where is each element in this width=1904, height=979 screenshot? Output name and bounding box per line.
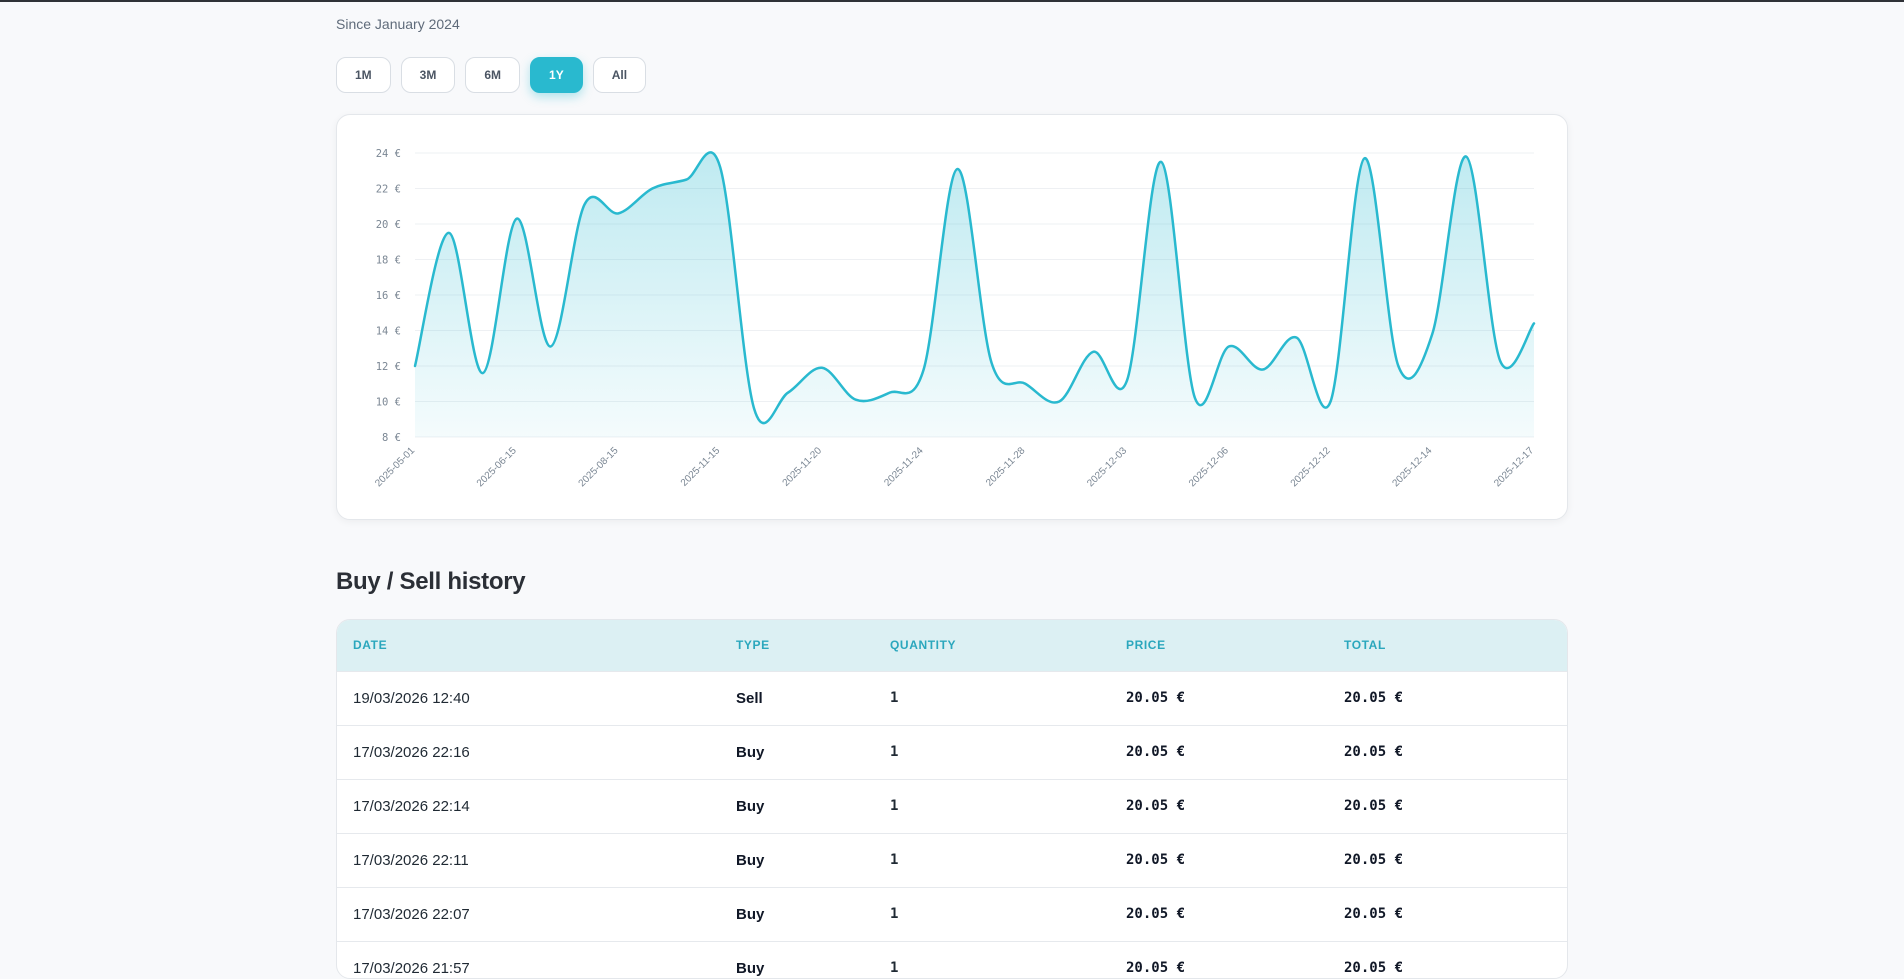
cell-quantity: 1: [890, 744, 899, 760]
x-tick-label: 2025-12-14: [1390, 445, 1434, 489]
y-tick-label: 16 €: [376, 290, 401, 302]
table-row: 17/03/2026 21:57 Buy 1 20.05 € 20.05 €: [337, 941, 1567, 978]
x-tick-label: 2025-06-15: [475, 445, 519, 489]
table-row: 17/03/2026 22:16 Buy 1 20.05 € 20.05 €: [337, 725, 1567, 779]
range-all-button[interactable]: All: [592, 57, 647, 93]
history-table-card: DATE TYPE QUANTITY PRICE TOTAL 19/03/202…: [336, 619, 1568, 979]
cell-date: 17/03/2026 22:07: [353, 905, 470, 923]
y-tick-label: 14 €: [376, 326, 401, 338]
y-tick-label: 12 €: [376, 361, 401, 373]
cell-total: 20.05 €: [1344, 744, 1404, 760]
cell-quantity: 1: [890, 960, 899, 977]
price-chart-card: 8 € 10 € 12 € 14 € 16 € 18 € 20 € 22 € 24 € 2025-…: [336, 114, 1568, 520]
cell-quantity: 1: [890, 852, 899, 868]
table-row: 17/03/2026 22:07 Buy 1 20.05 € 20.05 €: [337, 887, 1567, 941]
cell-type: Sell: [736, 689, 763, 707]
range-6m-button[interactable]: 6M: [465, 57, 521, 93]
cell-total: 20.05 €: [1344, 690, 1404, 706]
cell-price: 20.05 €: [1126, 744, 1186, 760]
x-tick-label: 2025-11-24: [882, 445, 926, 489]
top-border: [0, 0, 1904, 2]
table-row: 19/03/2026 12:40 Sell 1 20.05 € 20.05 €: [337, 671, 1567, 725]
cell-date: 19/03/2026 12:40: [353, 689, 470, 707]
range-selector: 1M 3M 6M 1Y All: [336, 57, 647, 93]
cell-type: Buy: [736, 851, 765, 869]
since-label: Since January 2024: [336, 16, 460, 32]
cell-price: 20.05 €: [1126, 906, 1186, 922]
table-header-row: DATE TYPE QUANTITY PRICE TOTAL: [337, 620, 1567, 671]
x-tick-label: 2025-05-01: [373, 445, 417, 489]
x-tick-label: 2025-11-20: [781, 445, 825, 489]
x-tick-label: 2025-12-03: [1085, 445, 1129, 489]
cell-date: 17/03/2026 21:57: [353, 959, 470, 977]
range-1m-button[interactable]: 1M: [336, 57, 391, 93]
cell-date: 17/03/2026 22:16: [353, 743, 470, 761]
cell-type: Buy: [736, 905, 765, 923]
x-tick-label: 2025-08-15: [577, 445, 621, 489]
cell-price: 20.05 €: [1126, 798, 1186, 814]
cell-total: 20.05 €: [1344, 906, 1404, 922]
cell-total: 20.05 €: [1344, 852, 1404, 868]
cell-total: 20.05 €: [1344, 798, 1404, 814]
table-row: 17/03/2026 22:11 Buy 1 20.05 € 20.05 €: [337, 833, 1567, 887]
column-header-total[interactable]: TOTAL: [1344, 638, 1386, 653]
cell-quantity: 1: [890, 798, 899, 814]
y-tick-label: 8 €: [382, 432, 401, 444]
price-line: [413, 151, 1536, 425]
history-table: DATE TYPE QUANTITY PRICE TOTAL 19/03/202…: [337, 620, 1567, 978]
y-tick-label: 24 €: [376, 148, 401, 160]
cell-date: 17/03/2026 22:11: [353, 851, 469, 869]
price-chart: 8 € 10 € 12 € 14 € 16 € 18 € 20 € 22 € 24 € 2025-…: [373, 148, 1536, 489]
cell-price: 20.05 €: [1126, 690, 1186, 706]
y-tick-label: 18 €: [376, 255, 401, 267]
cell-quantity: 1: [890, 690, 899, 706]
y-tick-label: 20 €: [376, 219, 401, 231]
x-tick-label: 2025-12-12: [1289, 445, 1333, 489]
range-1y-button[interactable]: 1Y: [530, 57, 583, 93]
x-tick-label: 2025-12-17: [1492, 445, 1536, 489]
x-tick-label: 2025-12-06: [1187, 445, 1231, 489]
cell-quantity: 1: [890, 906, 899, 922]
cell-type: Buy: [736, 797, 765, 815]
history-title: Buy / Sell history: [336, 568, 526, 595]
cell-date: 17/03/2026 22:14: [353, 797, 470, 815]
cell-price: 20.05 €: [1126, 852, 1186, 868]
cell-total: 20.05 €: [1344, 960, 1404, 977]
cell-type: Buy: [736, 743, 765, 761]
table-row: 17/03/2026 22:14 Buy 1 20.05 € 20.05 €: [337, 779, 1567, 833]
x-tick-label: 2025-11-15: [679, 445, 723, 489]
column-header-quantity[interactable]: QUANTITY: [890, 638, 957, 653]
range-3m-button[interactable]: 3M: [400, 57, 456, 93]
column-header-type[interactable]: TYPE: [736, 638, 770, 653]
x-tick-label: 2025-11-28: [984, 445, 1028, 489]
cell-type: Buy: [736, 959, 765, 977]
column-header-price[interactable]: PRICE: [1126, 638, 1166, 653]
cell-price: 20.05 €: [1126, 960, 1186, 977]
y-tick-label: 10 €: [376, 397, 401, 409]
price-area: [415, 152, 1534, 437]
y-tick-label: 22 €: [376, 184, 401, 196]
column-header-date[interactable]: DATE: [353, 638, 388, 653]
